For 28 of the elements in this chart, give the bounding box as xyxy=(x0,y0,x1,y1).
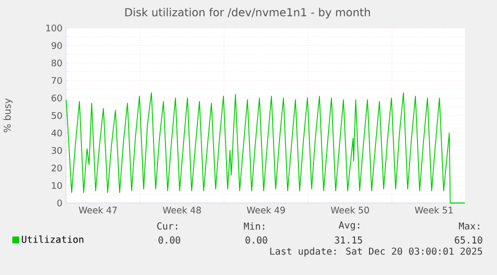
x-tick-label: Week 51 xyxy=(414,206,453,214)
y-tick-label: 100 xyxy=(46,24,62,32)
y-tick-label: 30 xyxy=(52,147,62,154)
y-tick-label: 60 xyxy=(52,94,62,102)
text: Min: xyxy=(244,222,264,230)
text: Max: xyxy=(458,222,480,230)
y-axis-title: % busy xyxy=(3,98,13,132)
x-tick-label: Week 47 xyxy=(78,206,117,214)
chart-title: Disk utilization for /dev/nvme1n1 - by month xyxy=(125,8,370,18)
text: 65.10 xyxy=(454,236,482,244)
text: 0.00 xyxy=(246,236,268,244)
x-tick-label: Week 48 xyxy=(162,206,201,214)
text: Avg: xyxy=(338,222,360,230)
y-tick-label: 20 xyxy=(52,164,62,172)
y-tick-label: 10 xyxy=(52,182,62,189)
text: Last update: Sat Dec 20 03:00:01 2025 xyxy=(270,247,482,257)
text: 31.15 xyxy=(334,236,362,244)
y-tick-label: 0 xyxy=(57,200,62,206)
y-tick-label: 40 xyxy=(51,130,62,136)
x-tick-label: Week 49 xyxy=(246,206,285,214)
legend-label: Utilization xyxy=(22,236,84,243)
y-tick-label: 70 xyxy=(52,77,62,84)
y-tick-label: 90 xyxy=(52,42,62,49)
y-tick-label: 80 xyxy=(52,60,62,66)
y-tick-label: 50 xyxy=(52,112,62,119)
text: 0.00 xyxy=(158,236,180,244)
x-tick-label: Week 50 xyxy=(330,206,369,214)
text: Cur: xyxy=(157,222,178,230)
